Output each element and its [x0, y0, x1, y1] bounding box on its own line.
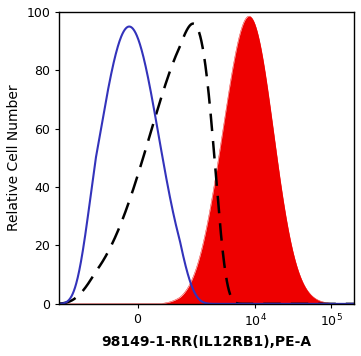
Y-axis label: Relative Cell Number: Relative Cell Number	[7, 85, 21, 231]
X-axis label: 98149-1-RR(IL12RB1),PE-A: 98149-1-RR(IL12RB1),PE-A	[102, 335, 312, 349]
